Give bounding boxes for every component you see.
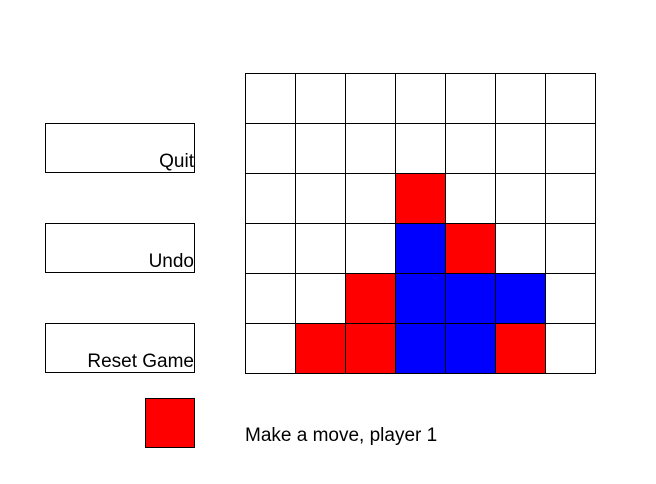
quit-button-label: Quit — [159, 151, 194, 172]
board-cell-r1-c5[interactable] — [496, 124, 546, 174]
board-cell-r0-c6[interactable] — [546, 74, 596, 124]
board-cell-r5-c0[interactable] — [246, 324, 296, 374]
board-cell-r5-c6[interactable] — [546, 324, 596, 374]
board-cell-r1-c2[interactable] — [346, 124, 396, 174]
board-cell-r5-c4[interactable] — [446, 324, 496, 374]
board-cell-r2-c4[interactable] — [446, 174, 496, 224]
board-cell-r4-c0[interactable] — [246, 274, 296, 324]
board-cell-r1-c4[interactable] — [446, 124, 496, 174]
board-cell-r4-c2[interactable] — [346, 274, 396, 324]
board-cell-r5-c2[interactable] — [346, 324, 396, 374]
board-cell-r1-c3[interactable] — [396, 124, 446, 174]
game-board — [245, 73, 596, 374]
board-cell-r0-c1[interactable] — [296, 74, 346, 124]
board-cell-r3-c3[interactable] — [396, 224, 446, 274]
board-cell-r0-c2[interactable] — [346, 74, 396, 124]
board-cell-r5-c5[interactable] — [496, 324, 546, 374]
board-cell-r0-c0[interactable] — [246, 74, 296, 124]
board-cell-r4-c1[interactable] — [296, 274, 346, 324]
board-cell-r3-c5[interactable] — [496, 224, 546, 274]
board-cell-r2-c5[interactable] — [496, 174, 546, 224]
board-cell-r4-c5[interactable] — [496, 274, 546, 324]
board-cell-r3-c0[interactable] — [246, 224, 296, 274]
board-cell-r1-c1[interactable] — [296, 124, 346, 174]
board-cell-r4-c6[interactable] — [546, 274, 596, 324]
board-cell-r2-c3[interactable] — [396, 174, 446, 224]
board-cell-r2-c2[interactable] — [346, 174, 396, 224]
board-cell-r3-c1[interactable] — [296, 224, 346, 274]
board-cell-r2-c6[interactable] — [546, 174, 596, 224]
board-cell-r3-c6[interactable] — [546, 224, 596, 274]
board-cell-r1-c6[interactable] — [546, 124, 596, 174]
current-player-indicator — [145, 398, 195, 448]
undo-button-label: Undo — [148, 251, 194, 272]
board-cell-r3-c4[interactable] — [446, 224, 496, 274]
board-cell-r5-c3[interactable] — [396, 324, 446, 374]
board-cell-r0-c5[interactable] — [496, 74, 546, 124]
board-cell-r0-c4[interactable] — [446, 74, 496, 124]
status-message: Make a move, player 1 — [245, 425, 438, 446]
board-cell-r4-c3[interactable] — [396, 274, 446, 324]
board-cell-r1-c0[interactable] — [246, 124, 296, 174]
board-cell-r5-c1[interactable] — [296, 324, 346, 374]
board-cell-r2-c1[interactable] — [296, 174, 346, 224]
reset-game-button[interactable]: Reset Game — [45, 323, 195, 373]
board-cell-r2-c0[interactable] — [246, 174, 296, 224]
quit-button[interactable]: Quit — [45, 123, 195, 173]
board-cell-r3-c2[interactable] — [346, 224, 396, 274]
undo-button[interactable]: Undo — [45, 223, 195, 273]
board-cell-r0-c3[interactable] — [396, 74, 446, 124]
reset-game-button-label: Reset Game — [87, 351, 194, 372]
board-cell-r4-c4[interactable] — [446, 274, 496, 324]
